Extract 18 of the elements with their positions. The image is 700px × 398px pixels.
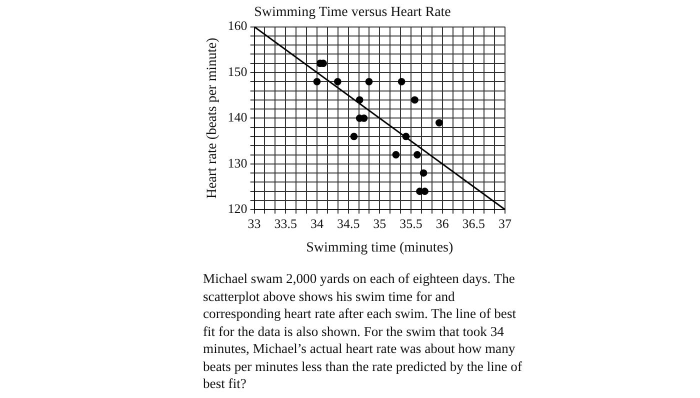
text: Michael swam 2,000 yards on each of eighteen days. The scatterplot above shows his swim time for and corresponding heart rate after each swim. The line of best fit for the data is also shown. For the swim that took 34 minutes, Michael’s actual heart rate was about how many beats per minutes less than the rate predicted by the line of best fit? <box>203 270 523 392</box>
x-axis-title: Swimming time (minutes) <box>306 240 454 256</box>
x-tick-label: 35 <box>373 216 386 231</box>
y-tick-label: 150 <box>228 64 248 79</box>
x-tick-label: 37 <box>498 216 512 231</box>
y-tick-label: 160 <box>228 18 248 34</box>
chart-title: Swimming Time versus Heart Rate <box>254 5 451 20</box>
x-tick-label: 33.5 <box>274 216 298 231</box>
y-tick-label: 130 <box>228 155 248 170</box>
x-tick-label: 34.5 <box>336 216 360 231</box>
y-axis-title: Heart rate (beats per minute) <box>205 37 220 199</box>
y-tick-label: 140 <box>228 110 248 125</box>
y-tick-label: 120 <box>228 201 248 216</box>
x-tick-label: 36.5 <box>462 216 486 231</box>
x-tick-label: 34 <box>310 216 324 231</box>
x-tick-label: 35.5 <box>400 216 422 231</box>
x-tick-label: 36 <box>436 216 450 231</box>
x-tick-label: 33 <box>248 216 261 231</box>
